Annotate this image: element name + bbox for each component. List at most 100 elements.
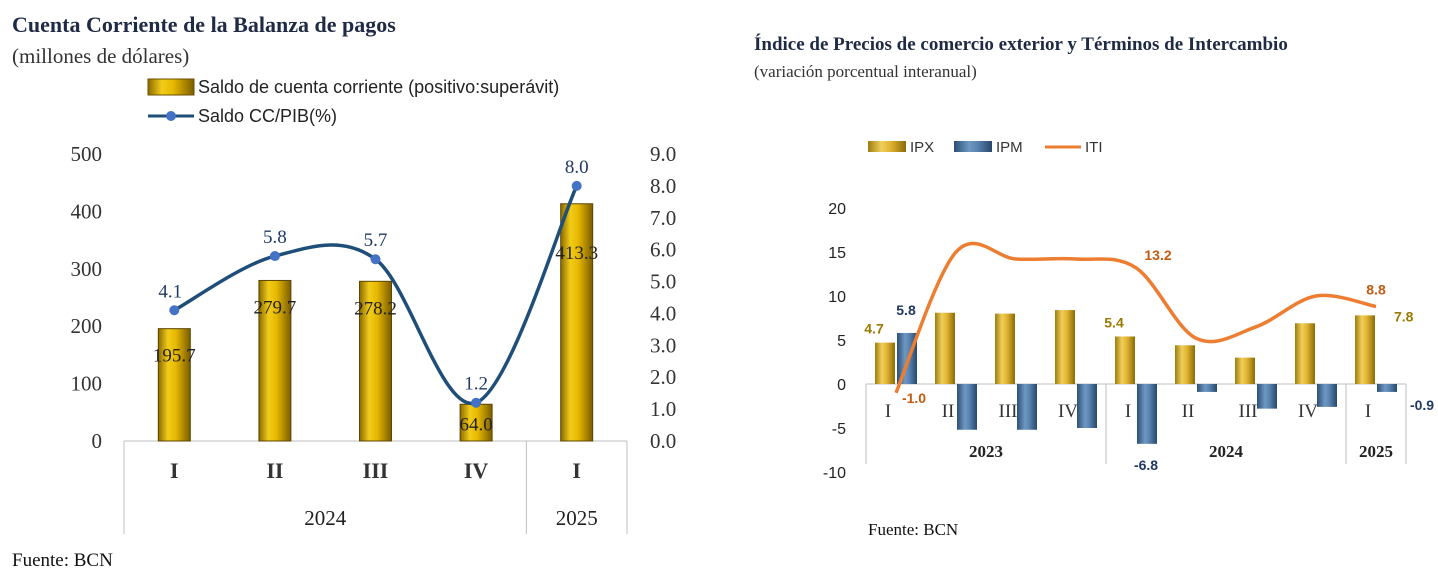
bar-ipm <box>957 384 977 430</box>
ipx-data-label: 4.7 <box>864 321 884 337</box>
ipm-data-label: -6.8 <box>1134 457 1158 473</box>
iti-data-label: 8.8 <box>1366 282 1386 298</box>
bar-ipx <box>935 312 955 384</box>
ipx-data-label: 5.4 <box>1104 314 1124 330</box>
bar-ipm <box>1257 384 1277 409</box>
right-chart-title: Índice de Precios de comercio exterior y… <box>754 34 1288 55</box>
bar-ipm <box>1017 384 1037 430</box>
left-chart-source: Fuente: BCN <box>12 550 113 571</box>
y2-axis-tick-label: 2.0 <box>650 365 676 389</box>
x-axis-category-label: I <box>885 401 891 422</box>
bar-data-label: 278.2 <box>354 298 397 319</box>
y-axis-tick-label: 15 <box>828 245 846 262</box>
bar-current-account <box>157 328 191 442</box>
x-axis-category-label: I <box>170 458 179 483</box>
line-data-label: 5.8 <box>263 227 287 248</box>
y-axis-tick-label: 20 <box>828 201 846 218</box>
x-axis-category-label: II <box>1182 401 1195 422</box>
legend-swatch-ipm <box>954 141 992 152</box>
line-iti-series <box>894 241 1377 394</box>
y-axis-tick-label: 0 <box>92 429 103 453</box>
x-axis-group-label: 2025 <box>556 506 598 530</box>
bar-ipm <box>1197 384 1217 392</box>
y-axis-tick-label: 10 <box>828 289 846 306</box>
x-axis-group-label: 2024 <box>304 506 347 530</box>
bar-ipx <box>1175 345 1195 384</box>
legend-swatch-bar <box>147 78 195 96</box>
left-chart-subtitle: (millones de dólares) <box>12 44 190 68</box>
right-chart-source: Fuente: BCN <box>868 520 959 539</box>
bar-ipx <box>995 313 1015 384</box>
x-axis-category-label: II <box>942 401 955 422</box>
bar-current-account <box>258 279 292 442</box>
bar-data-label: 64.0 <box>459 414 492 435</box>
y-axis-tick-label: 500 <box>71 142 103 166</box>
line-data-label: 4.1 <box>158 281 182 302</box>
y2-axis-tick-label: 8.0 <box>650 174 676 198</box>
bar-ipm <box>1137 384 1157 444</box>
bar-ipx <box>1115 336 1135 384</box>
right-chart-subtitle: (variación porcentual interanual) <box>754 62 977 81</box>
line-cc-pib-series <box>173 185 579 406</box>
legend-label-ipm: IPM <box>996 139 1023 156</box>
legend-label-iti: ITI <box>1085 139 1103 156</box>
x-axis-category-label: I <box>572 458 581 483</box>
bar-data-label: 413.3 <box>555 243 598 264</box>
line-data-label: 8.0 <box>565 157 589 178</box>
left-chart-title: Cuenta Corriente de la Balanza de pagos <box>12 12 396 37</box>
bar-ipx <box>1235 357 1255 384</box>
y2-axis-tick-label: 1.0 <box>650 397 676 421</box>
y2-axis-tick-label: 3.0 <box>650 333 676 357</box>
bar-ipx <box>1055 310 1075 384</box>
ipx-data-label: 7.8 <box>1394 308 1414 324</box>
y2-axis-tick-label: 0.0 <box>650 429 676 453</box>
x-axis-category-label: I <box>1365 401 1371 422</box>
legend-swatch-marker <box>166 111 176 121</box>
left-chart-svg: Saldo de cuenta corriente (positivo:supe… <box>71 77 676 534</box>
y-axis-tick-label: 400 <box>71 199 103 223</box>
legend-label-ipx: IPX <box>910 139 934 156</box>
line-data-label: 5.7 <box>364 230 388 251</box>
y-axis-tick-label: 300 <box>71 257 103 281</box>
line-cc-pib-marker <box>269 251 280 262</box>
legend-swatch-ipx <box>868 141 906 152</box>
bar-current-account <box>359 280 392 442</box>
bar-ipm <box>1377 384 1397 392</box>
line-cc-pib-marker <box>169 305 180 316</box>
iti-data-label: 13.2 <box>1144 247 1171 263</box>
x-axis-category-label: III <box>1239 401 1258 422</box>
x-axis-category-label: IV <box>1298 401 1318 422</box>
legend-label-line: Saldo CC/PIB(%) <box>198 106 337 126</box>
legend-label-bar: Saldo de cuenta corriente (positivo:supe… <box>198 77 559 97</box>
bar-data-label: 195.7 <box>153 346 196 367</box>
bar-current-account <box>459 403 493 442</box>
y2-axis-tick-label: 4.0 <box>650 301 676 325</box>
x-axis-group-label: 2025 <box>1359 442 1393 461</box>
ipm-data-label: -0.9 <box>1410 397 1434 413</box>
line-data-label: 1.2 <box>464 374 488 395</box>
y2-axis-tick-label: 9.0 <box>650 142 676 166</box>
bar-ipx <box>1295 323 1315 384</box>
y-axis-tick-label: 5 <box>837 333 846 350</box>
bar-data-label: 279.7 <box>254 297 297 318</box>
y-axis-tick-label: -5 <box>832 421 846 438</box>
bar-ipx <box>1355 315 1375 384</box>
bar-ipm <box>1077 384 1097 428</box>
y-axis-tick-label: 100 <box>71 372 103 396</box>
x-axis-category-label: III <box>999 401 1018 422</box>
x-axis-group-label: 2024 <box>1209 442 1244 461</box>
x-axis-category-label: IV <box>1058 401 1078 422</box>
y-axis-tick-label: 0 <box>837 377 846 394</box>
y2-axis-tick-label: 5.0 <box>650 270 676 294</box>
line-cc-pib-marker <box>370 254 381 265</box>
bar-current-account <box>560 203 594 442</box>
x-axis-category-label: II <box>266 458 283 483</box>
x-axis-category-label: I <box>1125 401 1131 422</box>
y2-axis-tick-label: 6.0 <box>650 238 676 262</box>
left-chart-panel: Cuenta Corriente de la Balanza de pagos … <box>12 12 676 571</box>
bar-ipm <box>1317 384 1337 407</box>
y-axis-tick-label: 200 <box>71 314 103 338</box>
y-axis-tick-label: -10 <box>823 465 846 482</box>
y2-axis-tick-label: 7.0 <box>650 206 676 230</box>
